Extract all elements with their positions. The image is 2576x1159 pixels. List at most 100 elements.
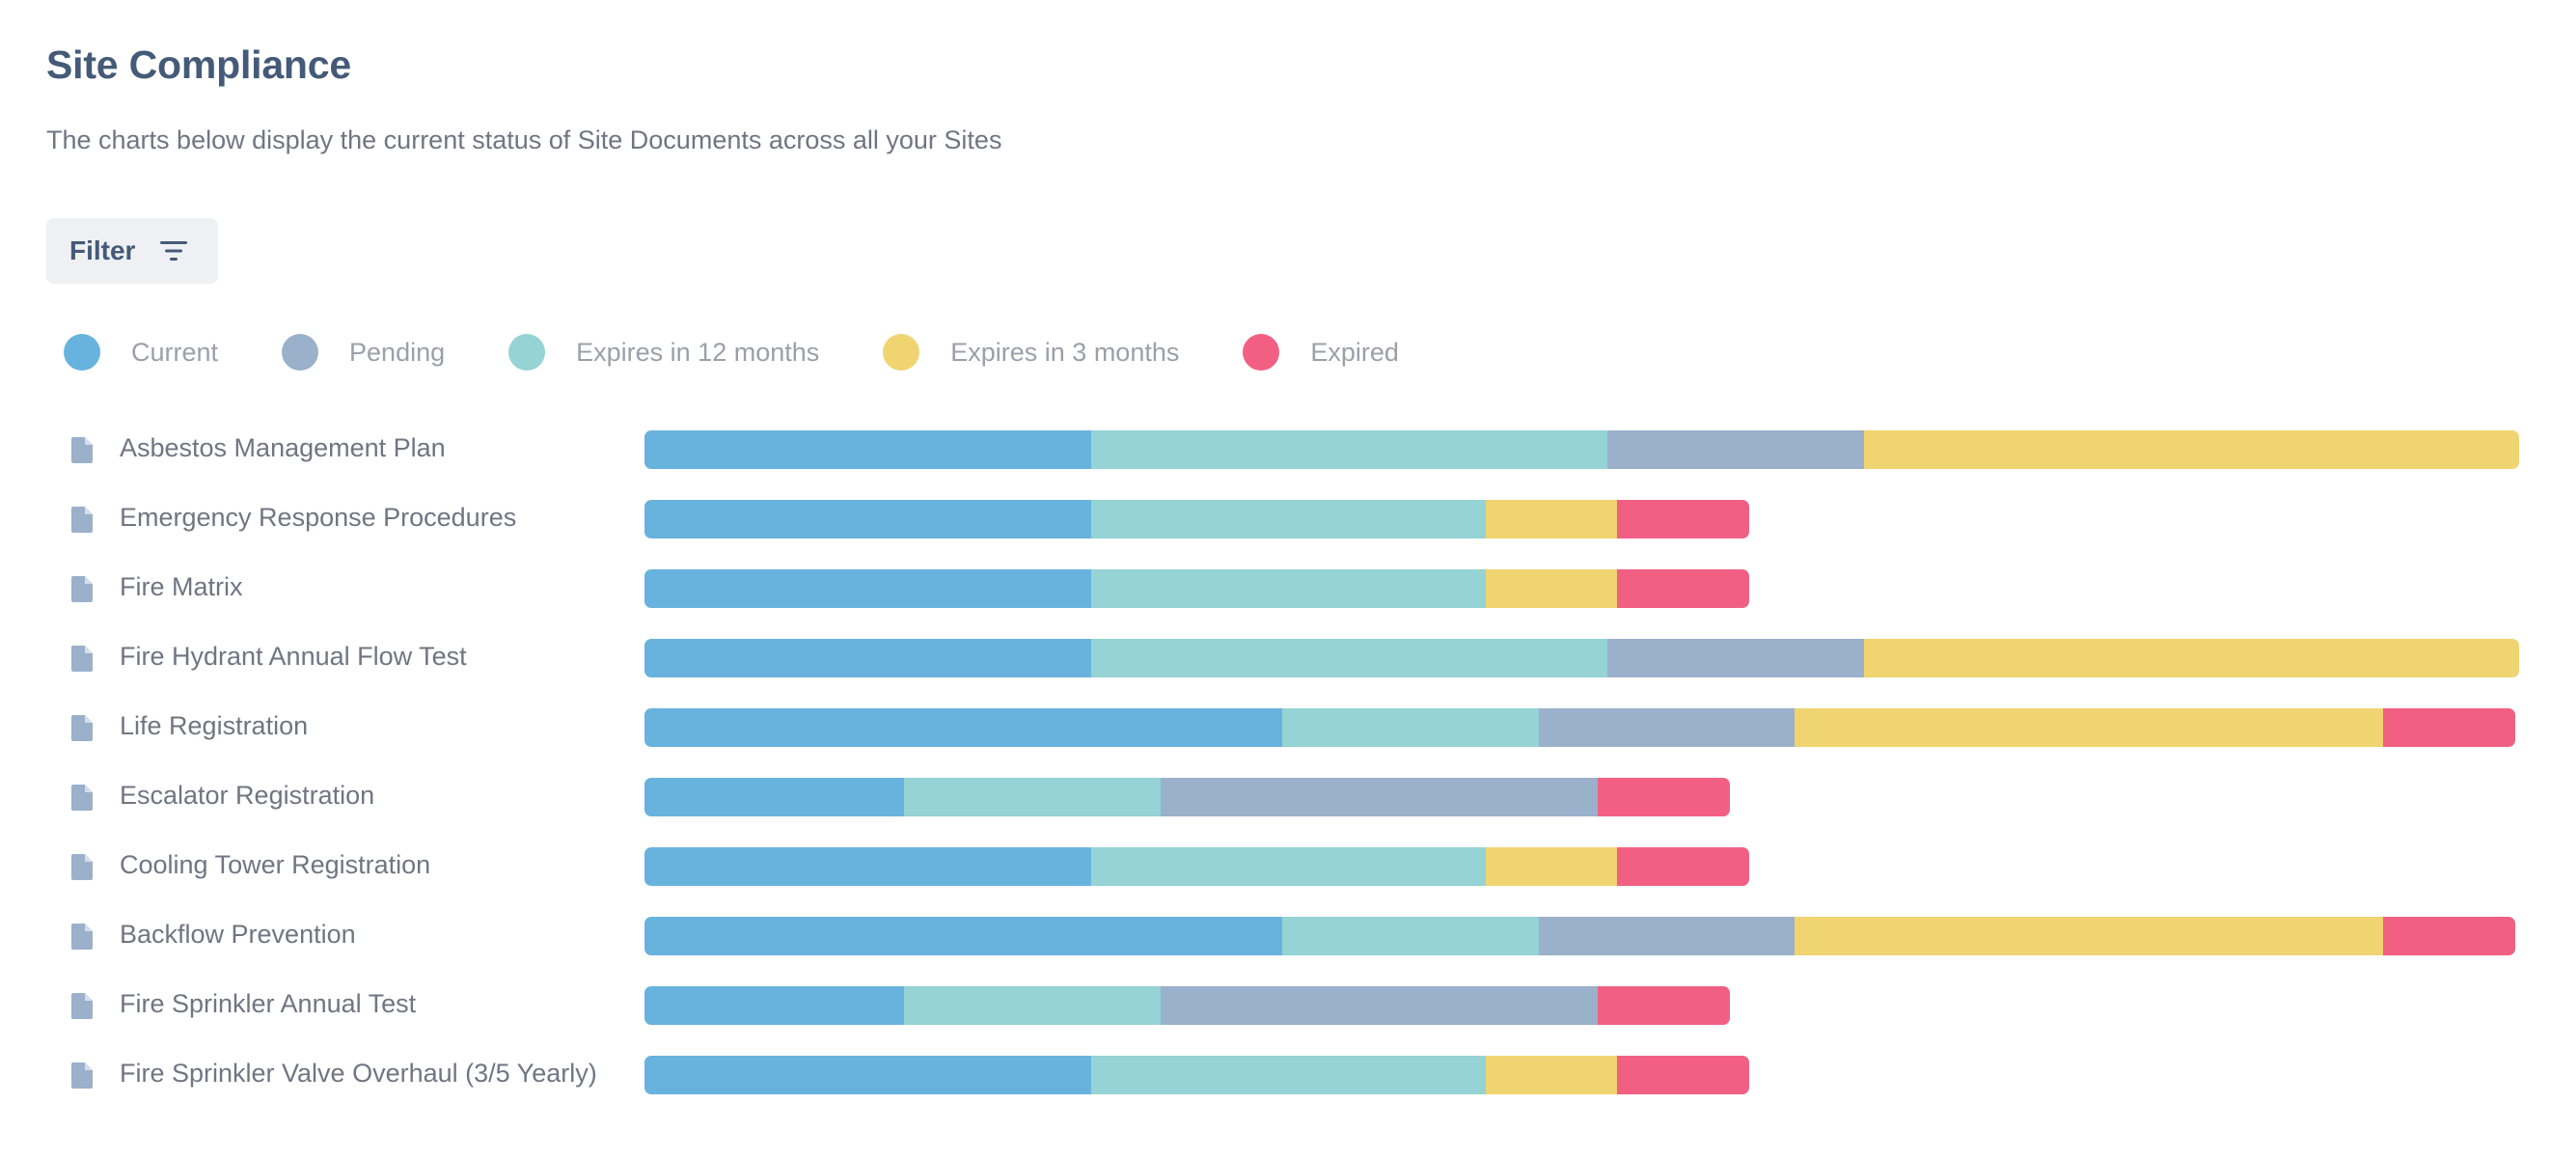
row-label: Asbestos Management Plan: [120, 433, 446, 462]
bar-segment-current[interactable]: [644, 1056, 1092, 1094]
bar-segment-expired[interactable]: [1598, 778, 1730, 816]
chart-row: Fire Hydrant Annual Flow Test: [0, 639, 2576, 677]
legend-item-expires-3-months[interactable]: Expires in 3 months: [883, 334, 1179, 371]
bar-segment-expired[interactable]: [1617, 500, 1750, 538]
legend-item-pending[interactable]: Pending: [282, 334, 445, 371]
document-icon: [71, 854, 93, 880]
row-label: Backflow Prevention: [120, 920, 356, 949]
chart-row: Escalator Registration: [0, 778, 2576, 816]
legend-label-expired: Expired: [1310, 337, 1399, 367]
stacked-bar: [644, 1056, 2518, 1094]
document-icon: [71, 785, 93, 811]
bar-segment-expired[interactable]: [1617, 847, 1750, 886]
bar-segment-expires-in-3-months[interactable]: [1864, 430, 2519, 469]
bar-segment-current[interactable]: [644, 639, 1092, 677]
bar-segment-expired[interactable]: [2383, 708, 2516, 747]
bar-segment-pending[interactable]: [1607, 430, 1865, 469]
document-icon: [71, 646, 93, 672]
bar-segment-current[interactable]: [644, 986, 905, 1025]
bar-segment-expires-in-12-months[interactable]: [904, 986, 1162, 1025]
bar-segment-expires-in-12-months[interactable]: [1281, 917, 1540, 955]
bar-segment-expires-in-12-months[interactable]: [1091, 1056, 1487, 1094]
bar-segment-expired[interactable]: [1617, 569, 1750, 608]
stacked-bar: [644, 639, 2519, 677]
bar-segment-current[interactable]: [644, 708, 1283, 747]
stacked-bar: [644, 986, 2518, 1025]
bar-segment-expires-in-12-months[interactable]: [1091, 639, 1608, 677]
bar-segment-expires-in-12-months[interactable]: [1091, 569, 1487, 608]
filter-icon: [160, 241, 188, 261]
document-icon: [71, 437, 93, 463]
document-icon: [71, 993, 93, 1019]
chart-row: Life Registration: [0, 708, 2576, 747]
bar-segment-pending[interactable]: [1538, 917, 1796, 955]
bar-segment-pending[interactable]: [1607, 639, 1865, 677]
bar-segment-current[interactable]: [644, 430, 1092, 469]
chart-row: Emergency Response Procedures: [0, 500, 2576, 538]
bar-segment-expired[interactable]: [2383, 917, 2516, 955]
document-icon: [71, 924, 93, 950]
legend-dot-expired: [1243, 334, 1280, 371]
chart-row: Fire Sprinkler Valve Overhaul (3/5 Yearl…: [0, 1056, 2576, 1094]
bar-segment-expires-in-3-months[interactable]: [1486, 500, 1619, 538]
legend-dot-pending: [282, 334, 319, 371]
row-label: Fire Hydrant Annual Flow Test: [120, 642, 467, 671]
legend-dot-expires-3-months: [883, 334, 920, 371]
filter-button[interactable]: Filter: [46, 218, 218, 284]
document-icon: [71, 576, 93, 602]
bar-segment-expired[interactable]: [1617, 1056, 1750, 1094]
bar-segment-expires-in-3-months[interactable]: [1486, 569, 1619, 608]
row-label: Cooling Tower Registration: [120, 850, 431, 879]
stacked-bar: [644, 708, 2518, 747]
legend-label-current: Current: [131, 337, 219, 367]
filter-button-label: Filter: [69, 235, 136, 265]
row-label: Escalator Registration: [120, 781, 375, 810]
legend-dot-current: [64, 334, 100, 371]
chart-legend: Current Pending Expires in 12 months Exp…: [64, 332, 1463, 373]
bar-segment-current[interactable]: [644, 569, 1092, 608]
bar-segment-expires-in-12-months[interactable]: [904, 778, 1162, 816]
stacked-bar: [644, 847, 2518, 886]
bar-segment-expires-in-3-months[interactable]: [1795, 708, 2384, 747]
bar-segment-pending[interactable]: [1160, 986, 1599, 1025]
page-title: Site Compliance: [46, 42, 351, 87]
stacked-bar: [644, 569, 2518, 608]
bar-segment-pending[interactable]: [1538, 708, 1796, 747]
legend-label-expires-12-months: Expires in 12 months: [576, 337, 820, 367]
legend-item-expired[interactable]: Expired: [1243, 334, 1399, 371]
row-label: Fire Sprinkler Annual Test: [120, 989, 417, 1018]
bar-segment-current[interactable]: [644, 847, 1092, 886]
bar-segment-expired[interactable]: [1598, 986, 1730, 1025]
bar-segment-expires-in-3-months[interactable]: [1486, 847, 1619, 886]
bar-segment-expires-in-12-months[interactable]: [1091, 847, 1487, 886]
chart-row: Backflow Prevention: [0, 917, 2576, 955]
row-label: Fire Sprinkler Valve Overhaul (3/5 Yearl…: [120, 1059, 597, 1088]
stacked-bar: [644, 430, 2519, 469]
chart-row: Fire Matrix: [0, 569, 2576, 608]
legend-dot-expires-12-months: [508, 334, 546, 371]
stacked-bar: [644, 500, 2518, 538]
row-label: Fire Matrix: [120, 572, 243, 601]
bar-segment-current[interactable]: [644, 500, 1092, 538]
document-icon: [71, 1062, 93, 1089]
bar-segment-expires-in-3-months[interactable]: [1795, 917, 2384, 955]
row-label: Life Registration: [120, 711, 309, 740]
bar-segment-current[interactable]: [644, 917, 1283, 955]
bar-segment-current[interactable]: [644, 778, 905, 816]
legend-item-current[interactable]: Current: [64, 334, 218, 371]
legend-label-expires-3-months: Expires in 3 months: [950, 337, 1180, 367]
row-label: Emergency Response Procedures: [120, 503, 517, 532]
bar-segment-pending[interactable]: [1160, 778, 1599, 816]
bar-segment-expires-in-12-months[interactable]: [1091, 500, 1487, 538]
stacked-bar: [644, 917, 2518, 955]
bar-segment-expires-in-12-months[interactable]: [1281, 708, 1540, 747]
chart-row: Asbestos Management Plan: [0, 430, 2576, 469]
bar-segment-expires-in-3-months[interactable]: [1486, 1056, 1619, 1094]
document-icon: [71, 715, 93, 741]
stacked-bar: [644, 778, 2518, 816]
bar-segment-expires-in-12-months[interactable]: [1091, 430, 1608, 469]
legend-label-pending: Pending: [349, 337, 446, 367]
bar-segment-expires-in-3-months[interactable]: [1864, 639, 2519, 677]
document-icon: [71, 507, 93, 533]
legend-item-expires-12-months[interactable]: Expires in 12 months: [508, 334, 819, 371]
